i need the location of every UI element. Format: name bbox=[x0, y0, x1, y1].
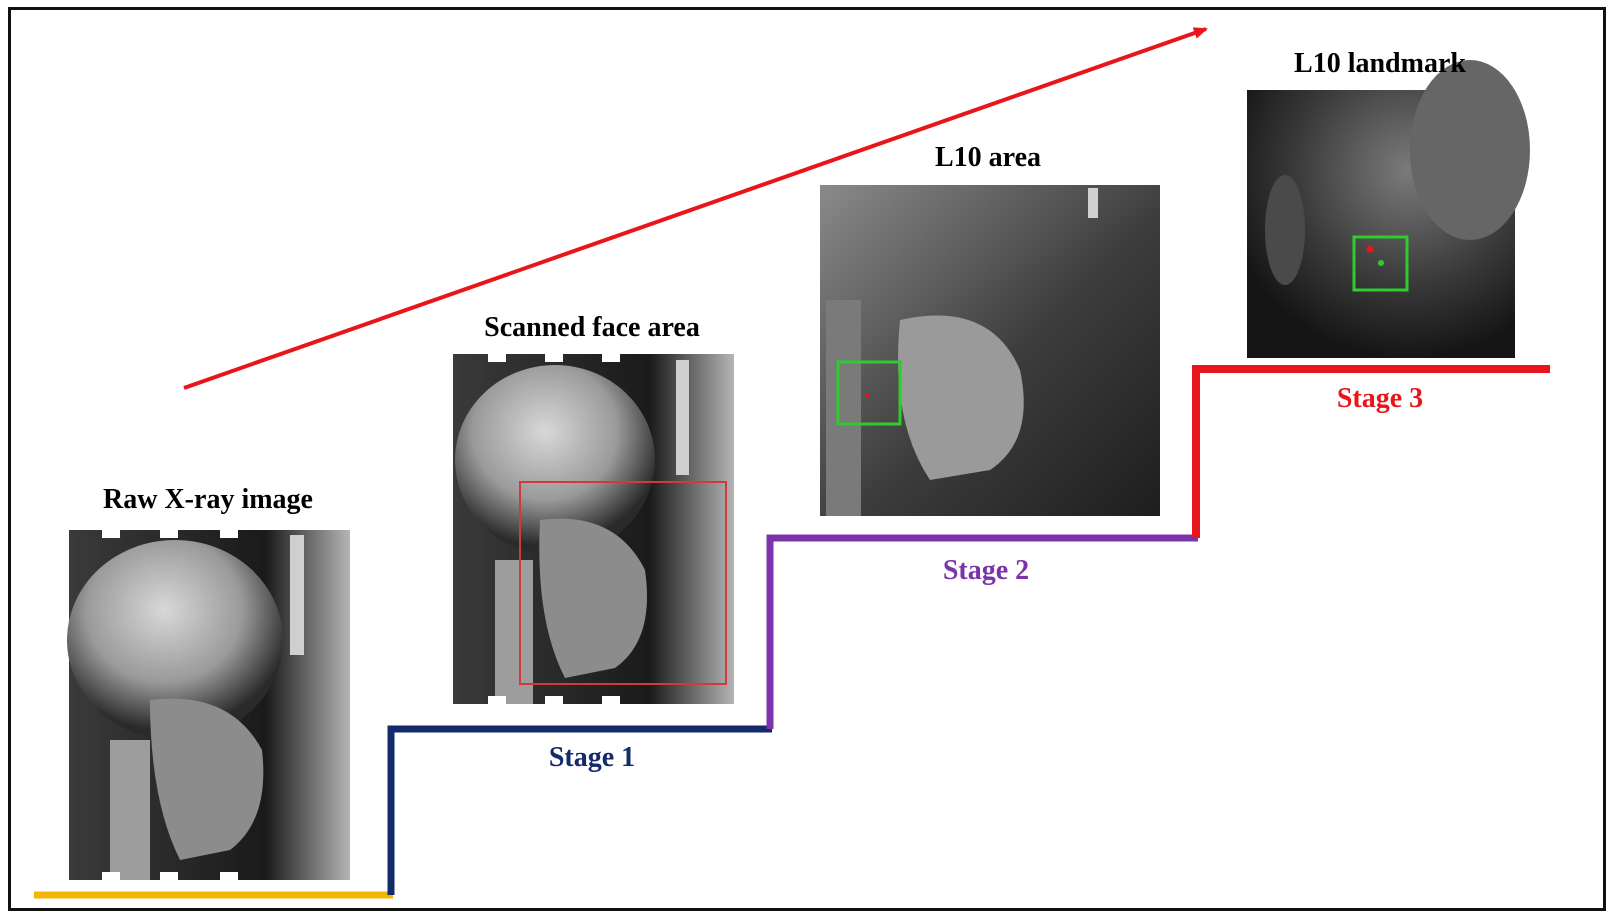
raw-xray-caption: Raw X-ray image bbox=[103, 484, 313, 515]
face-detection-box bbox=[519, 481, 727, 685]
l10-area-detection-box bbox=[836, 360, 902, 426]
stage1-step bbox=[387, 725, 772, 895]
stage1-label: Stage 1 bbox=[548, 742, 636, 773]
l10-area-caption: L10 area bbox=[934, 142, 1042, 173]
stage2-label: Stage 2 bbox=[942, 555, 1030, 586]
l10-area-image bbox=[820, 185, 1160, 516]
raw-xray-image bbox=[67, 530, 350, 880]
l10-landmark-detection-box bbox=[1352, 235, 1409, 292]
l10-landmark-caption: L10 landmark bbox=[1294, 48, 1466, 79]
predicted-landmark-dot bbox=[1366, 245, 1374, 253]
l10-area-landmark-dot bbox=[865, 394, 869, 398]
figure-frame bbox=[8, 7, 1606, 911]
scanned-face-image bbox=[453, 354, 734, 704]
progress-arrow bbox=[183, 27, 1208, 390]
ground-truth-landmark-dot bbox=[1378, 260, 1384, 266]
stage3-label: Stage 3 bbox=[1336, 383, 1424, 414]
scanned-face-caption: Scanned face area bbox=[484, 312, 700, 343]
l10-landmark-image bbox=[1247, 60, 1530, 358]
stage3-step bbox=[1192, 365, 1550, 538]
stage2-step bbox=[766, 534, 1198, 729]
